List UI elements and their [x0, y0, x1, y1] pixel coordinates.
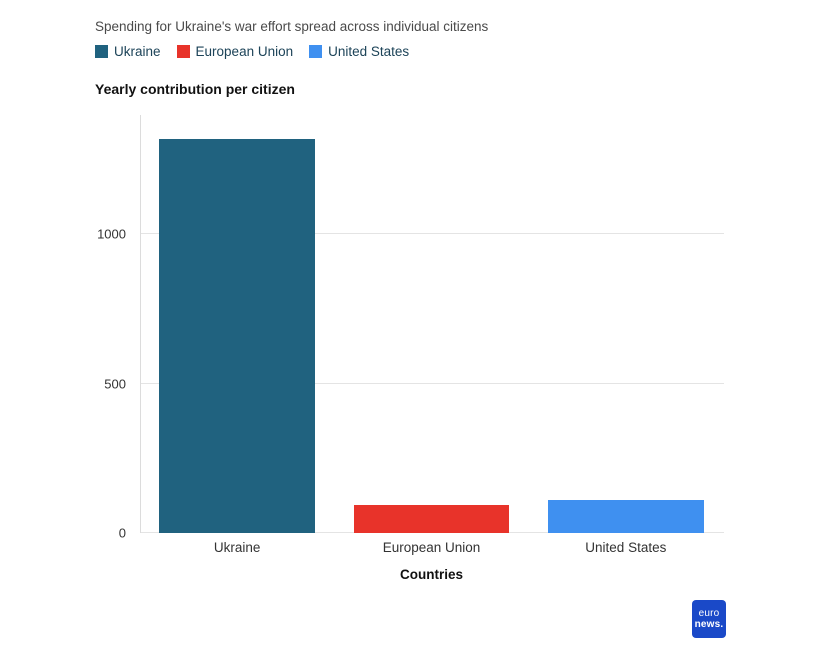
bar-ukraine[interactable] [159, 138, 315, 533]
y-axis-tick-label: 0 [118, 525, 126, 541]
x-axis-category-label: Ukraine [213, 540, 261, 555]
x-axis-labels: Ukraine European Union United States [140, 540, 723, 555]
y-axis: 0 500 1000 [80, 115, 132, 541]
legend: Ukraine European Union United States [95, 44, 409, 59]
legend-item-ukraine[interactable]: Ukraine [95, 44, 161, 59]
x-axis-title: Countries [399, 567, 463, 582]
bar-european-union[interactable] [353, 504, 510, 533]
legend-item-united-states[interactable]: United States [309, 44, 409, 59]
logo-text-line1: euro [698, 608, 720, 619]
legend-swatch-ukraine [95, 45, 108, 58]
legend-item-european-union[interactable]: European Union [176, 44, 294, 59]
legend-label: European Union [195, 44, 294, 59]
y-axis-tick-label: 1000 [97, 226, 126, 242]
bar-slot [529, 115, 723, 533]
x-axis-category-label: United States [585, 540, 667, 555]
legend-label: United States [328, 44, 410, 59]
bar-united-states[interactable] [548, 500, 704, 533]
chart-title: Yearly contribution per citizen [95, 81, 295, 97]
gridline [141, 233, 724, 235]
legend-swatch-united-states [309, 45, 323, 58]
euronews-logo: euro news. [692, 600, 726, 638]
logo-text-line2: news. [694, 619, 724, 630]
chart-subtitle: Spending for Ukraine's war effort spread… [95, 19, 489, 34]
gridline [141, 382, 724, 384]
bar-slot [334, 115, 528, 533]
bar-slot [140, 115, 334, 533]
y-axis-tick-label: 500 [104, 376, 126, 392]
legend-swatch-european-union [176, 45, 190, 58]
bar-series [140, 115, 723, 533]
x-axis-category-label: European Union [382, 540, 481, 555]
legend-label: Ukraine [114, 44, 161, 59]
